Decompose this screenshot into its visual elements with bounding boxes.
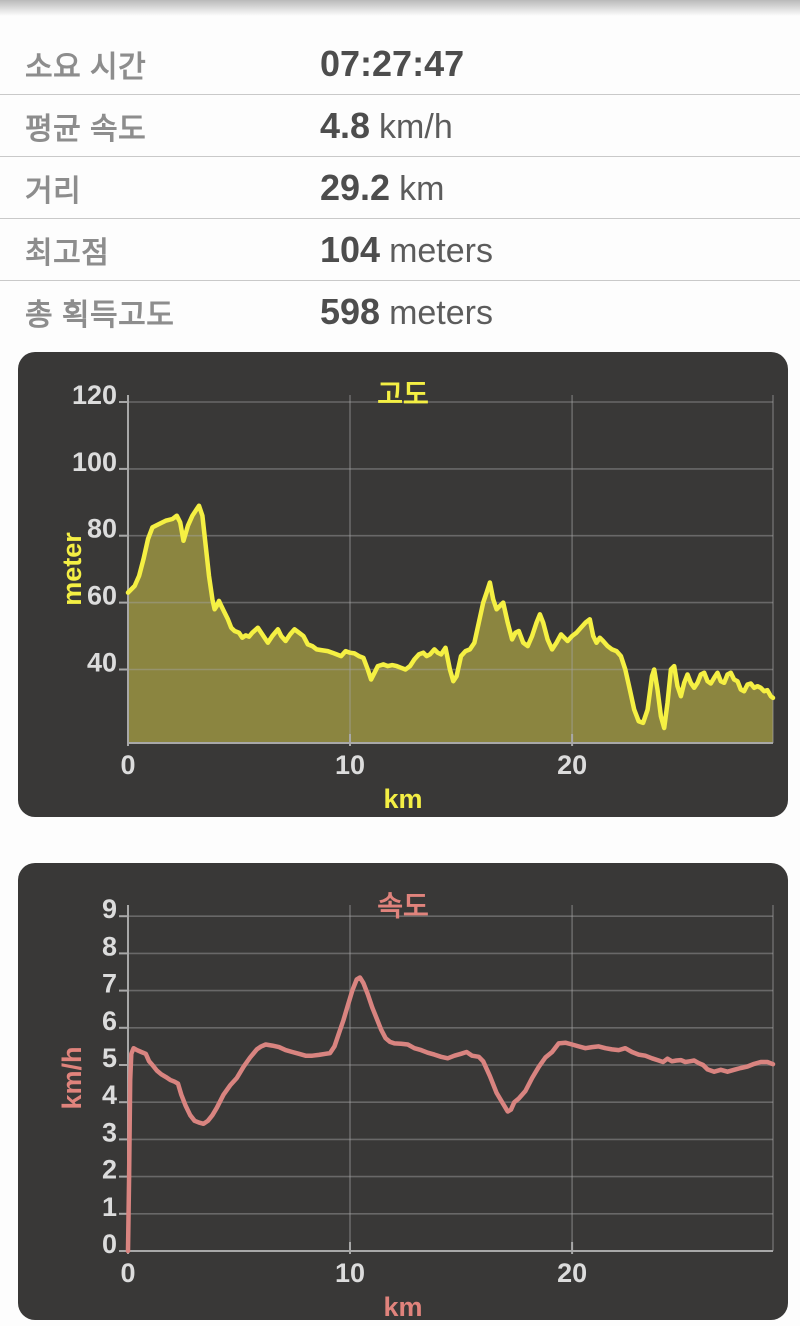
stat-row-elapsed-time: 소요 시간 07:27:47 <box>0 33 800 95</box>
y-tick-label: 5 <box>102 1043 117 1073</box>
y-tick-label: 6 <box>102 1006 117 1036</box>
y-tick-label: 9 <box>102 894 117 924</box>
chart-title: 고도 <box>377 379 429 410</box>
stat-value: 598 meters <box>320 291 493 332</box>
speed-kmh-line <box>125 975 776 1254</box>
stat-label: 총 획득고도 <box>25 299 175 332</box>
y-tick-label: 0 <box>102 1229 117 1259</box>
y-tick-label: 40 <box>87 648 117 678</box>
y-axis-unit-label: km/h <box>57 1046 87 1109</box>
x-tick-label: 10 <box>335 750 365 780</box>
stat-label: 소요 시간 <box>25 50 147 84</box>
y-tick-label: 3 <box>102 1117 117 1147</box>
stat-row-average-speed: 평균 속도 4.8 km/h <box>0 95 800 157</box>
y-tick-label: 7 <box>102 969 117 999</box>
elevation-m-line <box>125 503 776 731</box>
elevation-chart-card: 40 60 80 100 120 0 10 20 고도 meter km <box>18 352 788 817</box>
stat-value: 07:27:47 <box>320 42 465 84</box>
top-shadow <box>0 0 800 16</box>
chart-title: 속도 <box>377 891 429 922</box>
stat-value: 29.2 km <box>320 166 445 208</box>
x-tick-label: 20 <box>557 750 587 780</box>
y-tick-label: 80 <box>87 514 117 544</box>
stat-value: 104 meters <box>320 228 493 270</box>
y-tick-label: 2 <box>102 1155 117 1185</box>
x-tick-label: 0 <box>120 750 135 780</box>
x-tick-label: 10 <box>335 1258 365 1288</box>
speed-chart-card: 0 1 2 3 4 5 6 7 8 9 0 10 20 속도 km/h km <box>18 863 788 1320</box>
stat-row-highest-point: 최고점 104 meters <box>0 219 800 281</box>
stat-label: 평균 속도 <box>25 112 147 146</box>
y-tick-label: 8 <box>102 931 117 961</box>
y-tick-label: 120 <box>72 380 117 410</box>
x-tick-label: 0 <box>120 1258 135 1288</box>
y-axis-unit-label: meter <box>57 532 87 606</box>
stat-row-distance: 거리 29.2 km <box>0 157 800 219</box>
y-tick-label: 100 <box>72 447 117 477</box>
stats-table: 소요 시간 07:27:47 평균 속도 4.8 km/h 거리 29.2 km 최… <box>0 33 800 343</box>
stat-label: 거리 <box>25 174 82 208</box>
x-axis-unit-label: km <box>383 784 422 814</box>
elevation-m-area <box>128 505 773 743</box>
stat-label: 최고점 <box>25 236 110 270</box>
y-tick-label: 60 <box>87 581 117 611</box>
y-tick-label: 4 <box>102 1080 117 1110</box>
speed-chart: 0 1 2 3 4 5 6 7 8 9 0 10 20 속도 km/h km <box>57 891 776 1320</box>
stat-row-total-elevation-gain: 총 획득고도 598 meters <box>0 281 800 343</box>
x-tick-label: 20 <box>557 1258 587 1288</box>
y-tick-label: 1 <box>102 1192 117 1222</box>
stat-value: 4.8 km/h <box>320 104 453 146</box>
elevation-chart: 40 60 80 100 120 0 10 20 고도 meter km <box>57 379 776 814</box>
x-axis-unit-label: km <box>383 1292 422 1320</box>
